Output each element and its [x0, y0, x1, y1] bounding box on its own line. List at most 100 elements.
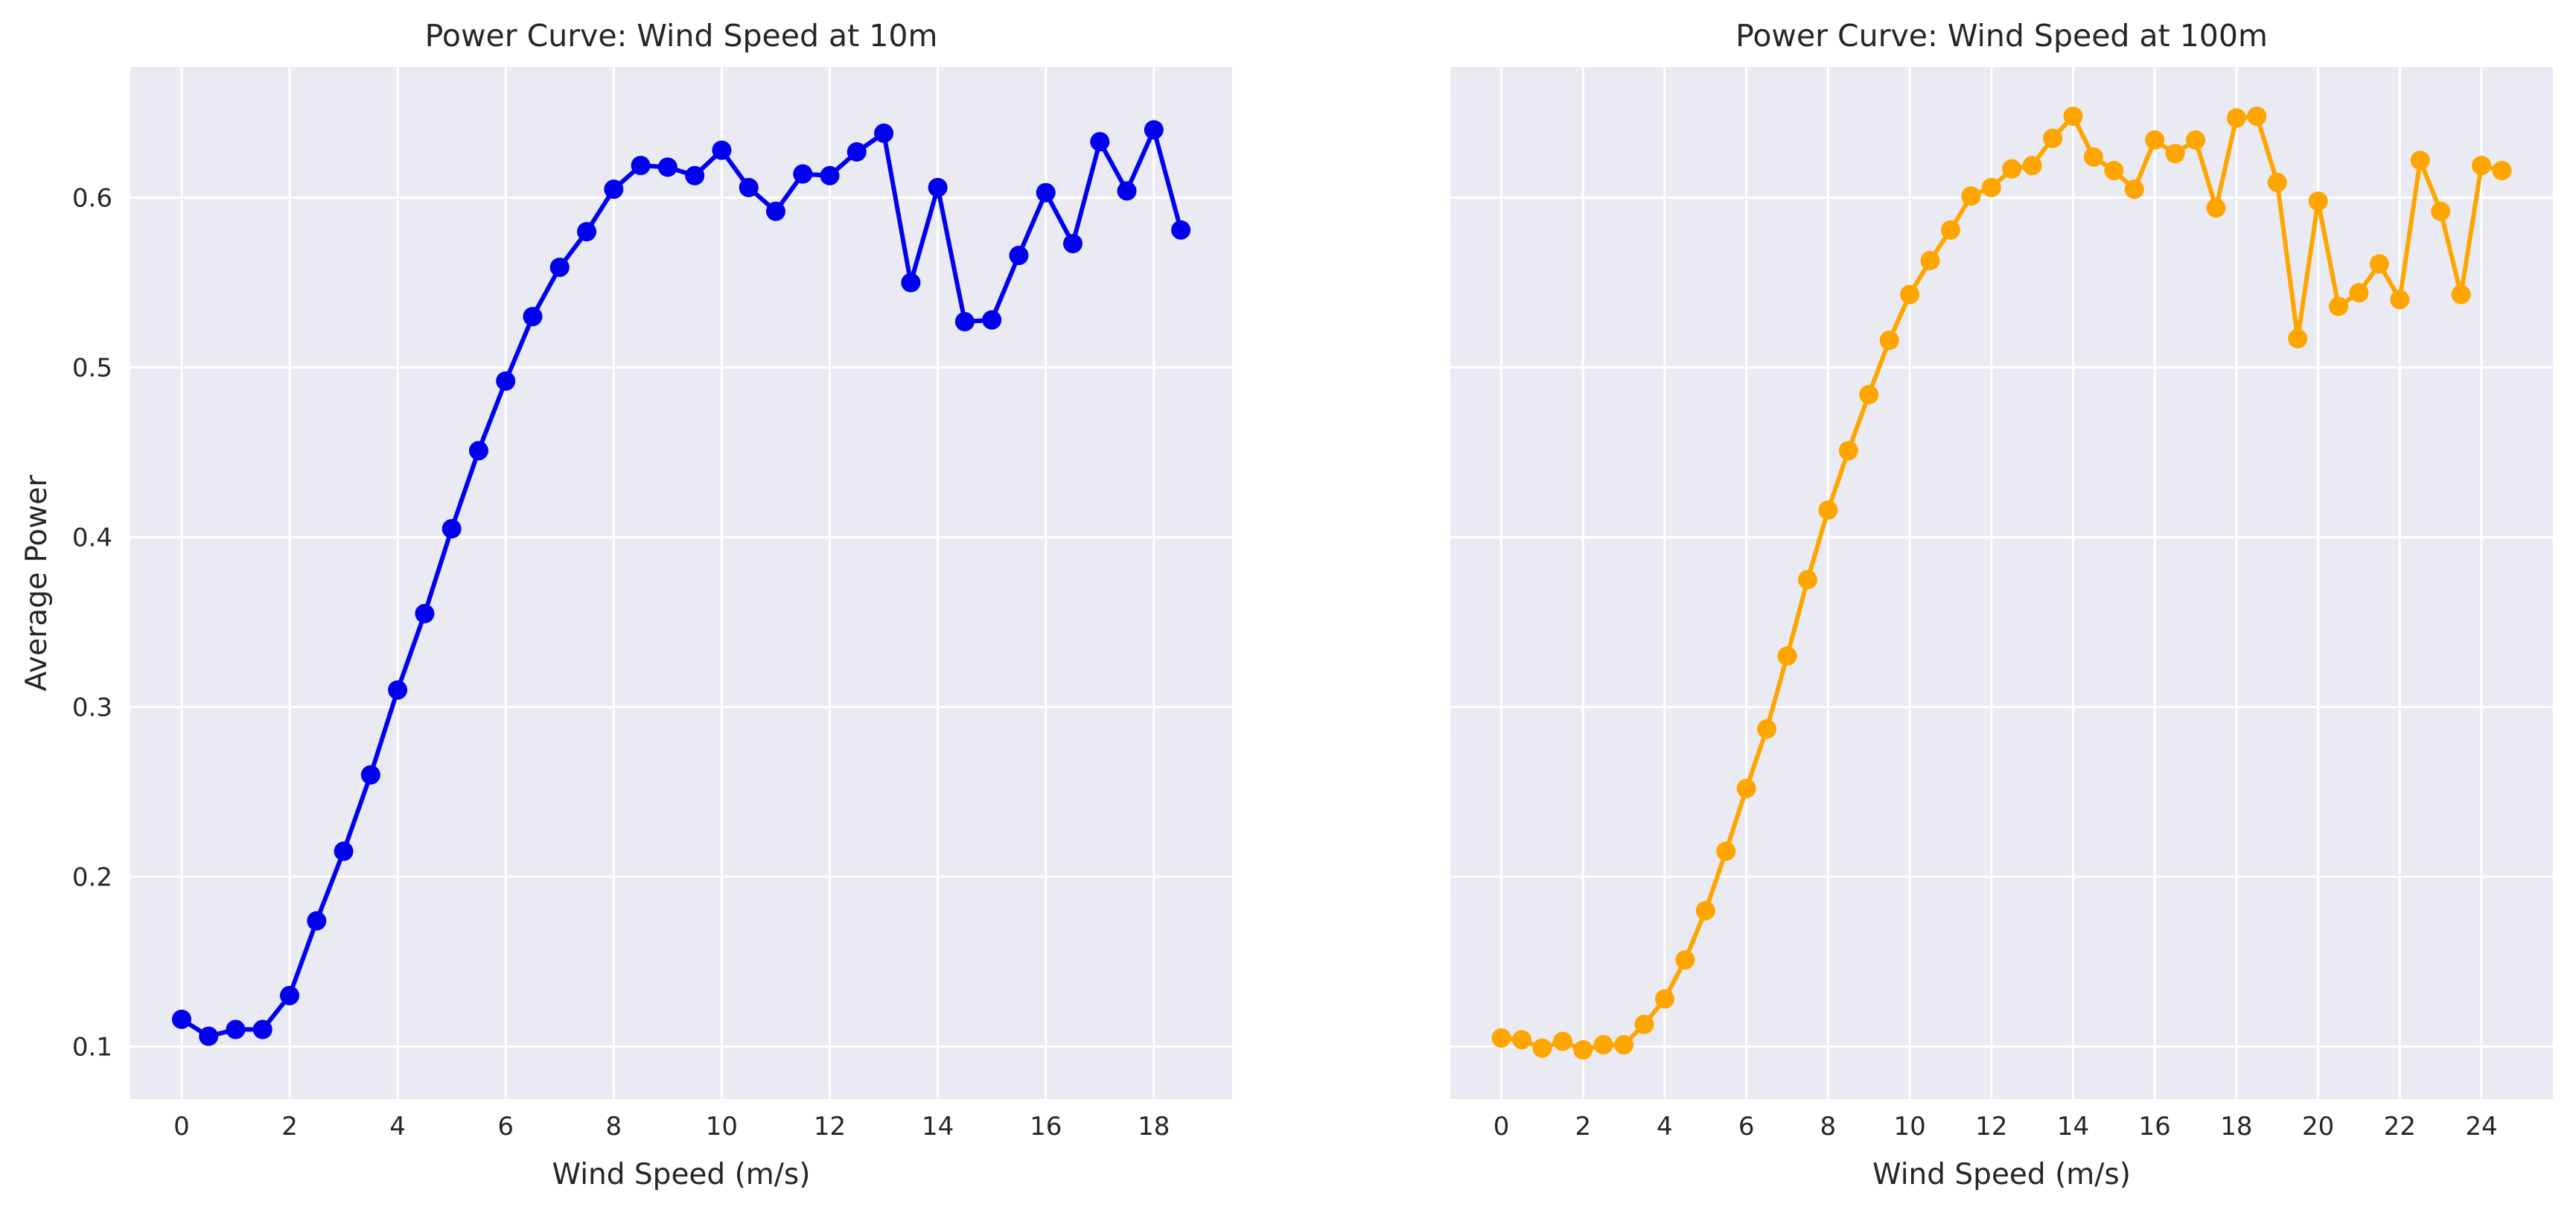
data-point — [712, 140, 732, 160]
data-point — [1797, 570, 1817, 590]
data-point — [1634, 1014, 1654, 1034]
y-tick-label: 0.6 — [72, 184, 112, 214]
data-point — [2083, 147, 2103, 167]
data-point — [2022, 156, 2042, 176]
data-point — [2329, 296, 2349, 316]
y-tick-label: 0.2 — [72, 862, 112, 892]
data-point — [1117, 181, 1137, 201]
tick-labels-left: 0 2 4 6 8 10 12 14 16 18 0.1 0.2 0.3 0.4 0.5 0.6 — [72, 184, 1170, 1142]
data-point — [441, 519, 462, 539]
x-tick-label: 16 — [1030, 1112, 1062, 1142]
data-point — [388, 680, 408, 700]
data-point — [496, 371, 516, 391]
tick-labels-right: 0 2 4 6 8 10 12 14 16 18 20 22 24 — [1493, 1112, 2498, 1142]
data-point — [1532, 1038, 1552, 1058]
y-axis-label-left: Average Power — [20, 474, 54, 691]
data-point — [2472, 156, 2492, 176]
x-tick-label: 16 — [2139, 1112, 2171, 1142]
series-left — [171, 120, 1191, 1046]
data-point — [1491, 1028, 1511, 1048]
data-point — [1593, 1035, 1613, 1055]
series-line — [180, 127, 1183, 1039]
x-tick-label: 12 — [1975, 1112, 2007, 1142]
data-point — [1009, 246, 1029, 266]
y-tick-label: 0.3 — [72, 693, 112, 722]
x-tick-label: 20 — [2302, 1112, 2334, 1142]
data-point — [171, 1009, 191, 1029]
data-point — [577, 222, 597, 242]
data-point — [252, 1019, 272, 1040]
chart-title-left: Power Curve: Wind Speed at 10m — [425, 18, 938, 54]
x-tick-label: 10 — [706, 1112, 738, 1142]
data-point — [2349, 283, 2369, 303]
data-point — [1675, 950, 1695, 970]
x-tick-label: 2 — [1575, 1112, 1591, 1142]
data-point — [2104, 161, 2124, 181]
x-tick-label: 24 — [2465, 1112, 2497, 1142]
data-point — [604, 179, 624, 200]
data-point — [360, 765, 380, 785]
chart-right: 0 2 4 6 8 10 12 14 16 18 20 22 24 Power Curve: Wind … — [1450, 18, 2553, 1191]
data-point — [739, 177, 759, 197]
data-point — [765, 201, 785, 221]
data-point — [2308, 191, 2328, 211]
data-point — [2451, 284, 2471, 305]
data-point — [2492, 161, 2512, 181]
data-point — [415, 604, 435, 624]
gridlines-left — [130, 67, 1232, 1099]
x-tick-label: 18 — [2220, 1112, 2252, 1142]
x-tick-label: 14 — [2057, 1112, 2089, 1142]
x-tick-label: 0 — [1493, 1112, 1510, 1142]
chart-left: 0 2 4 6 8 10 12 14 16 18 0.1 0.2 0.3 0.4 0.5 0.6 Power … — [20, 18, 1232, 1191]
x-tick-label: 22 — [2384, 1112, 2416, 1142]
data-point — [1961, 186, 1981, 206]
y-tick-label: 0.1 — [72, 1032, 112, 1062]
data-point — [1062, 234, 1083, 254]
data-point — [1144, 120, 1164, 140]
y-tick-label: 0.5 — [72, 353, 112, 383]
data-point — [334, 841, 354, 862]
data-point — [226, 1019, 246, 1040]
data-point — [2267, 173, 2287, 193]
x-tick-label: 10 — [1893, 1112, 1925, 1142]
x-tick-label: 6 — [497, 1112, 514, 1142]
data-point — [2247, 106, 2267, 127]
data-point — [2431, 201, 2451, 221]
data-point — [1736, 778, 1756, 798]
data-point — [2206, 198, 2226, 218]
data-point — [1716, 841, 1736, 862]
data-point — [820, 165, 840, 185]
data-point — [1818, 500, 1838, 520]
data-point — [1654, 989, 1674, 1009]
plot-area-right — [1450, 67, 2553, 1099]
x-tick-label: 8 — [605, 1112, 622, 1142]
x-tick-label: 8 — [1820, 1112, 1837, 1142]
data-point — [1573, 1040, 1593, 1060]
x-tick-label: 4 — [1657, 1112, 1673, 1142]
data-point — [954, 311, 975, 331]
data-point — [549, 257, 570, 277]
x-tick-label: 0 — [173, 1112, 190, 1142]
data-point — [847, 141, 867, 162]
data-point — [2165, 144, 2185, 164]
data-point — [1859, 384, 1879, 404]
data-point — [1552, 1031, 1572, 1051]
data-point — [2410, 150, 2430, 171]
gridlines-right — [1450, 67, 2553, 1099]
chart-title-right: Power Curve: Wind Speed at 100m — [1735, 18, 2268, 54]
y-tick-label: 0.4 — [72, 523, 112, 553]
data-point — [307, 911, 327, 931]
plot-area-left — [130, 67, 1232, 1099]
x-tick-label: 18 — [1138, 1112, 1170, 1142]
data-point — [1614, 1035, 1634, 1055]
data-point — [1757, 719, 1777, 739]
data-point — [2390, 290, 2410, 310]
data-point — [2288, 328, 2308, 348]
data-point — [1920, 250, 1940, 270]
data-point — [901, 273, 921, 293]
data-point — [1940, 220, 1960, 240]
data-point — [2369, 254, 2389, 274]
data-point — [280, 985, 300, 1005]
data-point — [1036, 182, 1056, 203]
x-tick-label: 2 — [281, 1112, 298, 1142]
